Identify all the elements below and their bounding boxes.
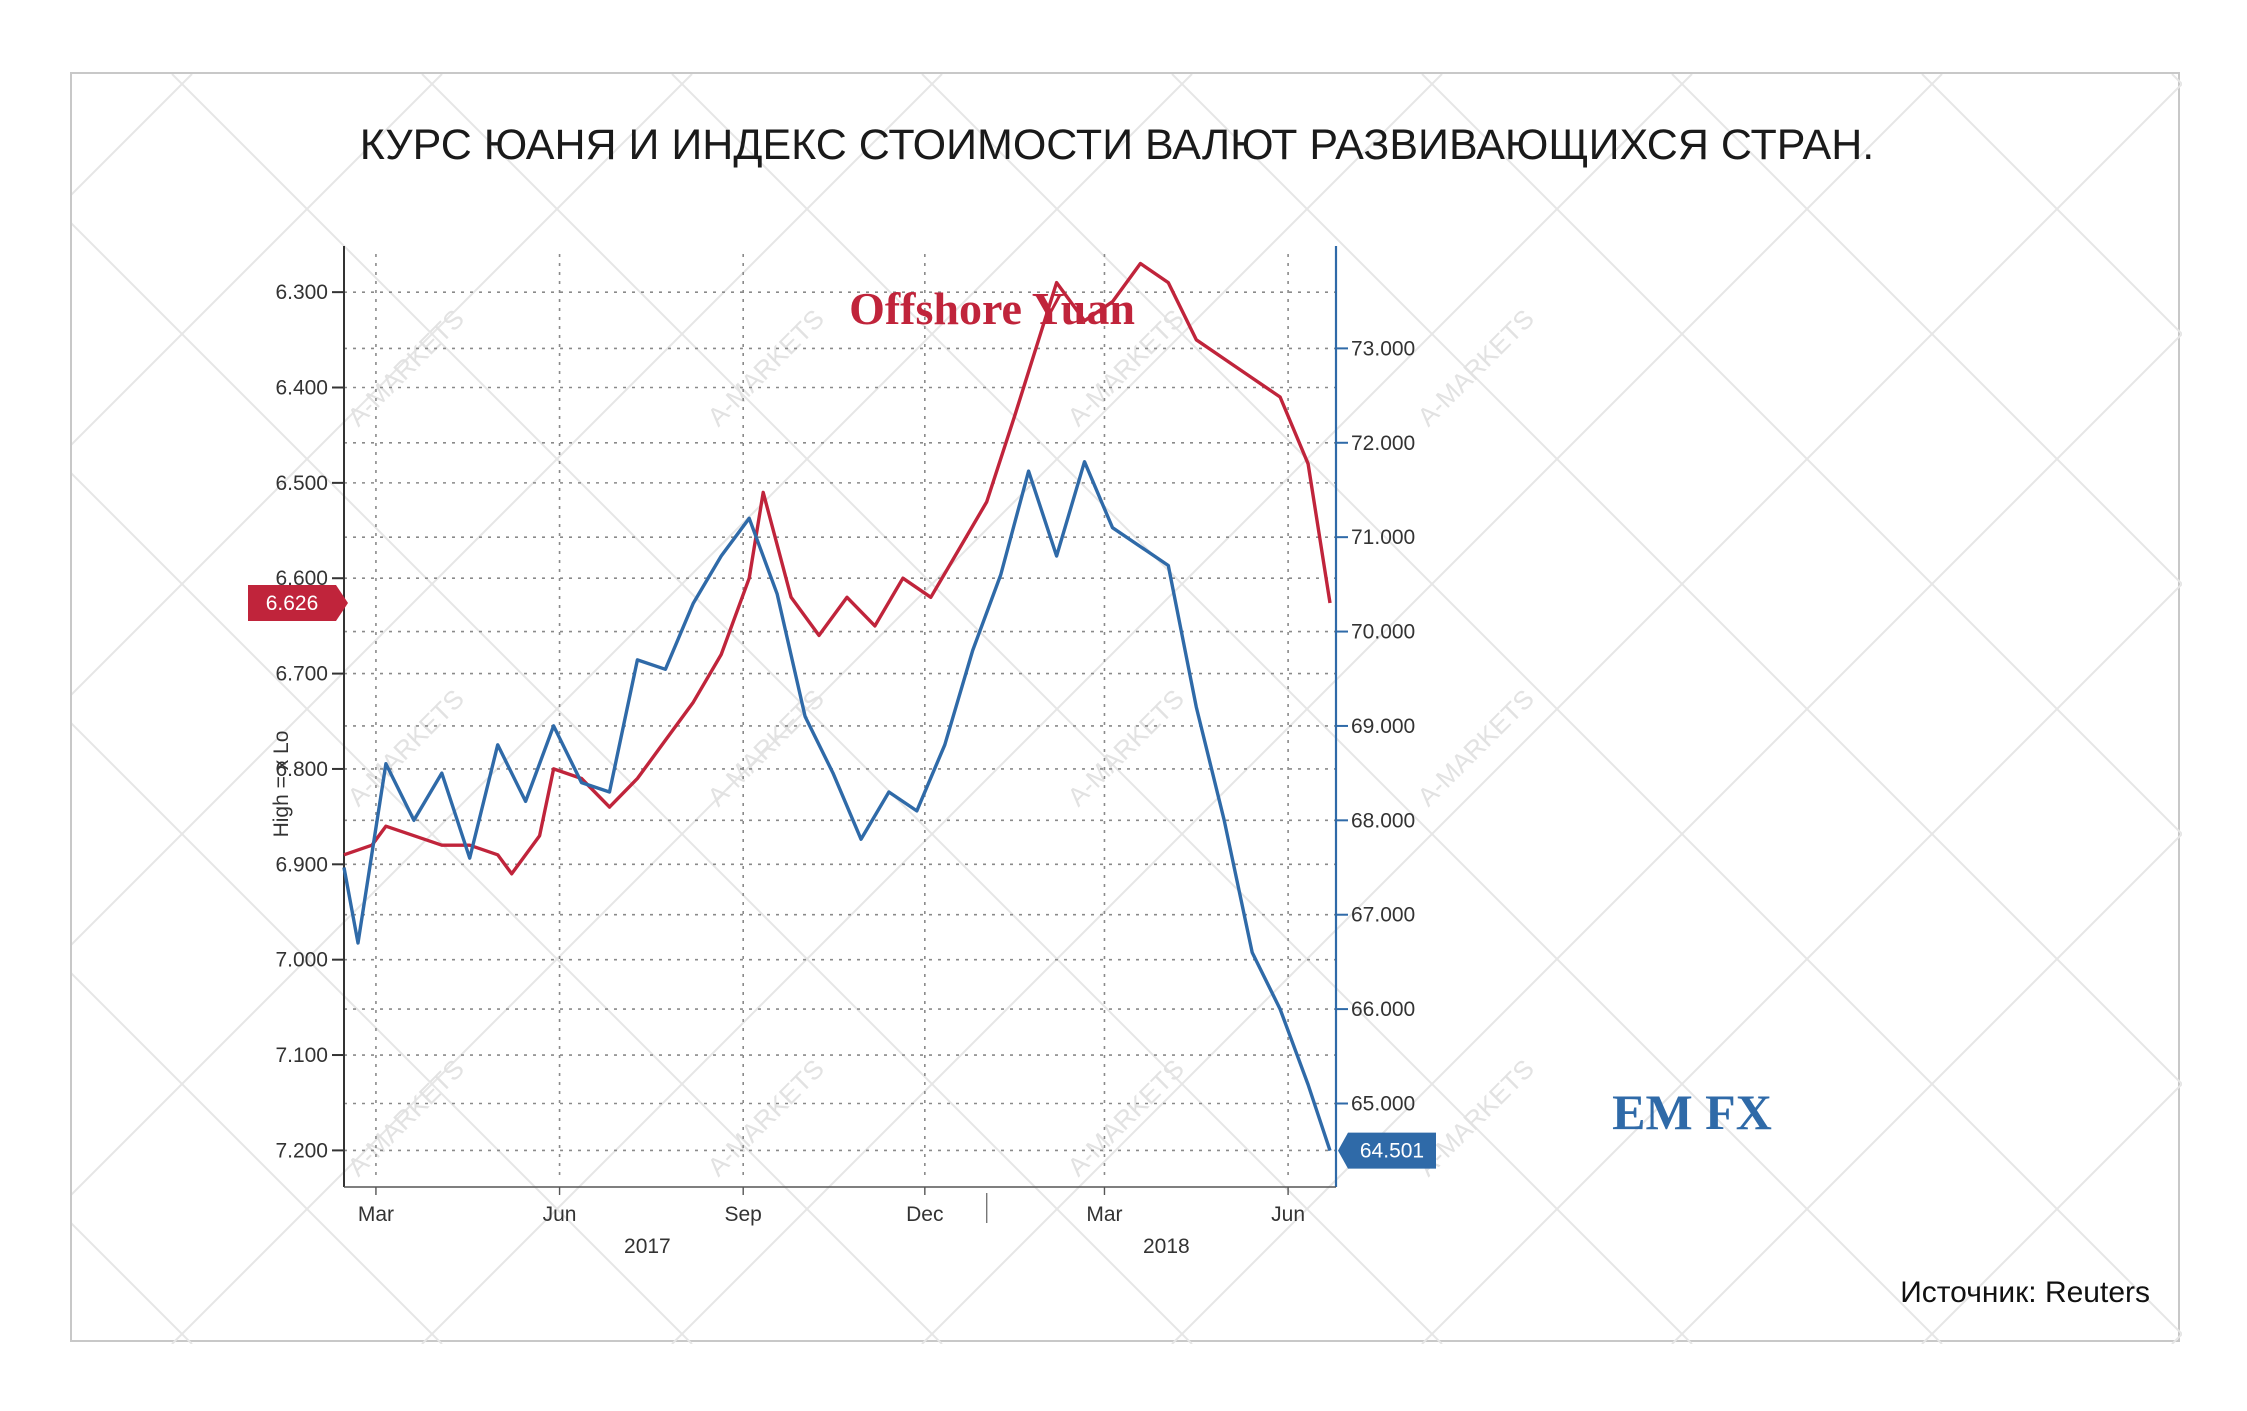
em-fx-label: EM FX [1612, 1084, 1772, 1140]
watermark-line [921, 74, 2182, 1336]
watermark-text: A-MARKETS [341, 303, 469, 431]
left-tick-label: 6.700 [275, 663, 328, 686]
right-tick-label: 69.000 [1351, 715, 1415, 738]
right-tick-label: 71.000 [1351, 526, 1415, 549]
watermark-line [671, 74, 1943, 1344]
x-tick-label: Sep [725, 1203, 762, 1226]
right-tick-label: 66.000 [1351, 998, 1415, 1021]
left-tick-label: 6.500 [275, 472, 328, 495]
right-tick-label: 70.000 [1351, 621, 1415, 644]
watermark-text: A-MARKETS [341, 683, 469, 811]
chart-frame: A-MARKETS A-MARKETS A-MARKETS A-MARKETS A-MA… [70, 72, 2182, 1344]
watermark-line [72, 972, 443, 1344]
right-tick-label: 65.000 [1351, 1092, 1415, 1115]
x-tick-label: Dec [906, 1203, 943, 1226]
watermark-text: A-MARKETS [701, 1053, 829, 1181]
watermark-line [72, 74, 443, 446]
watermark-text: A-MARKETS [341, 1053, 469, 1181]
offshore-yuan-line [343, 261, 1332, 876]
source-note: Источник: Reuters [1900, 1276, 2150, 1309]
watermark-line [72, 74, 943, 946]
watermark-text: A-MARKETS [1411, 303, 1539, 431]
watermark-line [921, 82, 2182, 1344]
grid [344, 254, 1336, 1179]
axes: 6.300 6.400 6.500 6.600 6.700 6.800 6.900 7.000… [248, 246, 1436, 1258]
right-tick-label: 72.000 [1351, 432, 1415, 455]
watermark-line [1171, 74, 2182, 1086]
chart-title: КУРС ЮАНЯ И ИНДЕКС СТОИМОСТИ ВАЛЮТ РАЗВИ… [360, 121, 1874, 169]
left-tick-label: 6.900 [275, 853, 328, 876]
left-tick-label: 7.000 [275, 949, 328, 972]
watermark-layer: A-MARKETS A-MARKETS A-MARKETS A-MARKETS A-MA… [72, 74, 2182, 1344]
watermark-line [72, 74, 193, 196]
right-tick-label: 68.000 [1351, 809, 1415, 832]
watermark-text: A-MARKETS [701, 683, 829, 811]
watermark-line [1421, 74, 2182, 836]
yuan-last-value: 6.626 [266, 592, 319, 615]
watermark-text: A-MARKETS [701, 303, 829, 431]
watermark-line [72, 74, 693, 696]
watermark-line [421, 74, 1693, 1344]
watermark-line [72, 722, 693, 1344]
watermark-line [1171, 332, 2182, 1344]
emfx-last-value-bg [1338, 1132, 1436, 1169]
watermark-line [1671, 832, 2182, 1344]
series-layer [342, 261, 1332, 1152]
x-tick-label: Jun [1271, 1203, 1305, 1226]
x-tick-label: Jun [543, 1203, 577, 1226]
watermark-line [72, 1222, 193, 1344]
watermark-text: A-MARKETS [1411, 683, 1539, 811]
watermark-line [2171, 1332, 2182, 1344]
watermark-line [2171, 74, 2182, 86]
em-fx-line [342, 460, 1332, 1152]
right-tick-label: 73.000 [1351, 337, 1415, 360]
emfx-last-value: 64.501 [1360, 1140, 1424, 1163]
left-tick-label: 6.600 [275, 567, 328, 590]
x-tick-label: Mar [358, 1203, 394, 1226]
x-tick-label: Mar [1086, 1203, 1122, 1226]
watermark-line [72, 222, 1193, 1344]
watermark-text: A-MARKETS [1061, 683, 1189, 811]
right-tick-label: 67.000 [1351, 904, 1415, 927]
watermark-text: A-MARKETS [1061, 1053, 1189, 1181]
left-axis-note: High = x Lo [270, 731, 293, 838]
yuan-last-value-bg [248, 585, 348, 622]
left-tick-label: 6.300 [275, 281, 328, 304]
left-tick-label: 6.400 [275, 377, 328, 400]
watermark-line [1921, 1082, 2182, 1344]
watermark-line [1921, 74, 2182, 336]
chart: A-MARKETS A-MARKETS A-MARKETS A-MARKETS A-MA… [72, 74, 2182, 1344]
offshore-yuan-label: Offshore Yuan [849, 283, 1135, 334]
watermark-line [1421, 582, 2182, 1344]
watermark-line [1671, 74, 2182, 586]
watermark-line [72, 74, 1193, 1196]
left-tick-label: 6.800 [275, 758, 328, 781]
watermark-line [171, 74, 1443, 1344]
left-tick-label: 7.200 [275, 1139, 328, 1162]
year-label: 2018 [1143, 1235, 1190, 1258]
left-tick-label: 7.100 [275, 1044, 328, 1067]
year-label: 2017 [624, 1235, 671, 1258]
